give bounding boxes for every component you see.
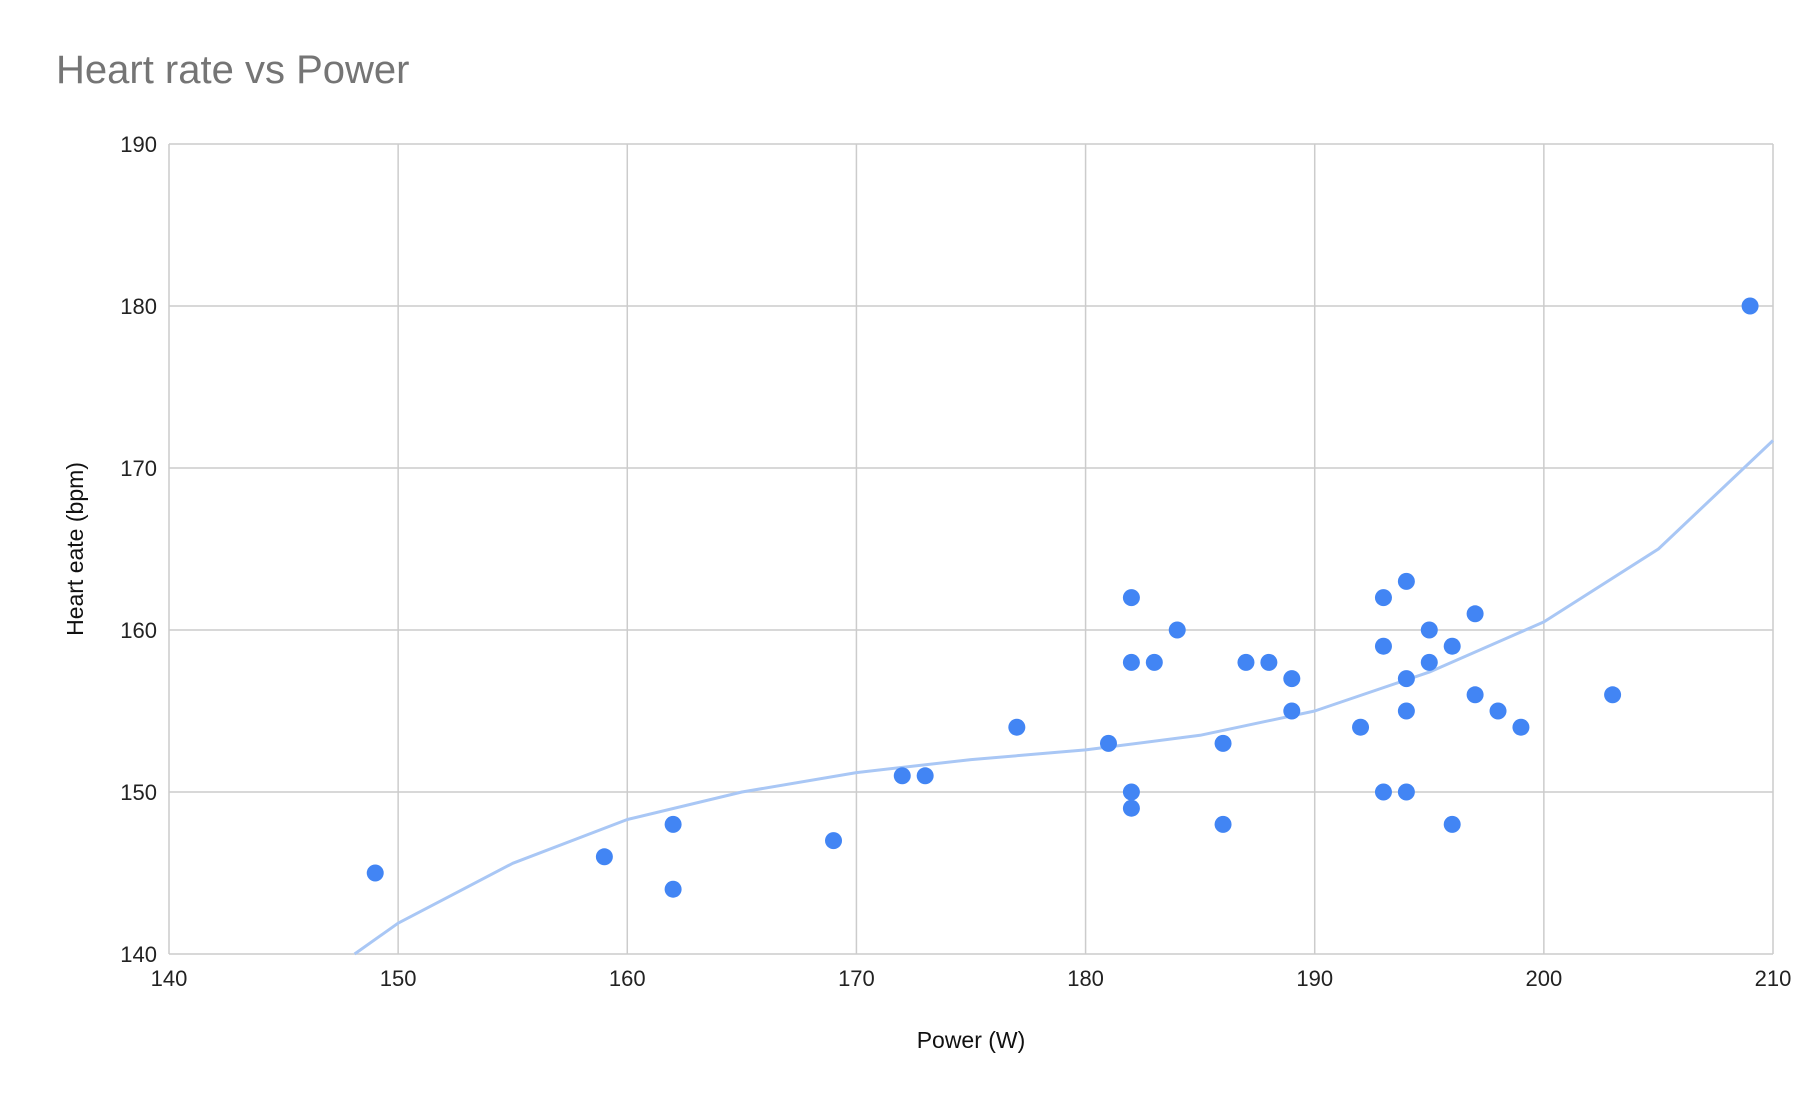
x-tick-label: 150 xyxy=(380,966,417,991)
data-point xyxy=(595,848,613,866)
data-point xyxy=(1397,670,1415,688)
y-tick-label: 180 xyxy=(120,294,157,319)
y-tick-label: 150 xyxy=(120,780,157,805)
data-point xyxy=(1122,783,1140,801)
x-tick-label: 140 xyxy=(151,966,188,991)
data-point xyxy=(1260,653,1278,671)
data-point xyxy=(1604,686,1622,704)
y-tick-label: 170 xyxy=(120,456,157,481)
x-axis-label: Power (W) xyxy=(917,1027,1026,1053)
data-point xyxy=(366,864,384,882)
data-point xyxy=(1466,605,1484,623)
data-point xyxy=(1168,621,1186,639)
x-tick-label: 200 xyxy=(1525,966,1562,991)
data-point xyxy=(1374,589,1392,607)
data-point xyxy=(1122,589,1140,607)
data-point xyxy=(1420,621,1438,639)
chart-title: Heart rate vs Power xyxy=(56,48,410,92)
data-point xyxy=(916,767,934,785)
data-point xyxy=(1145,653,1163,671)
data-point xyxy=(1397,702,1415,720)
data-point xyxy=(1122,799,1140,817)
data-point xyxy=(1420,653,1438,671)
trendline xyxy=(353,439,1775,956)
data-point xyxy=(1374,783,1392,801)
data-point xyxy=(1214,815,1232,833)
data-point xyxy=(825,832,843,850)
x-tick-label: 180 xyxy=(1067,966,1104,991)
data-point xyxy=(1466,686,1484,704)
data-point xyxy=(1352,718,1370,736)
grid-layer xyxy=(168,143,1774,955)
y-tick-label: 190 xyxy=(120,132,157,157)
data-point xyxy=(1283,670,1301,688)
data-point xyxy=(1489,702,1507,720)
data-point xyxy=(1512,718,1530,736)
data-point xyxy=(1374,637,1392,655)
data-point xyxy=(1237,653,1255,671)
x-tick-label: 210 xyxy=(1755,966,1792,991)
data-point xyxy=(1008,718,1026,736)
x-tick-label: 160 xyxy=(609,966,646,991)
data-point xyxy=(1283,702,1301,720)
data-point xyxy=(1741,297,1759,315)
data-point xyxy=(1099,734,1117,752)
data-point xyxy=(1122,653,1140,671)
data-point xyxy=(1443,637,1461,655)
data-point xyxy=(1397,572,1415,590)
data-point xyxy=(664,880,682,898)
y-tick-label: 160 xyxy=(120,618,157,643)
data-point xyxy=(664,815,682,833)
data-point xyxy=(1397,783,1415,801)
x-tick-label: 190 xyxy=(1296,966,1333,991)
trendline-layer xyxy=(353,439,1775,956)
ticks-layer: 140 150 160 170 180 190 200 210 140 150 160 170 180 1… xyxy=(120,132,1791,991)
data-point xyxy=(1443,815,1461,833)
data-point xyxy=(893,767,911,785)
data-point xyxy=(1214,734,1232,752)
points-layer xyxy=(366,297,1759,898)
x-tick-label: 170 xyxy=(838,966,875,991)
y-axis-label: Heart eate (bpm) xyxy=(62,462,88,636)
y-tick-label: 140 xyxy=(120,942,157,967)
